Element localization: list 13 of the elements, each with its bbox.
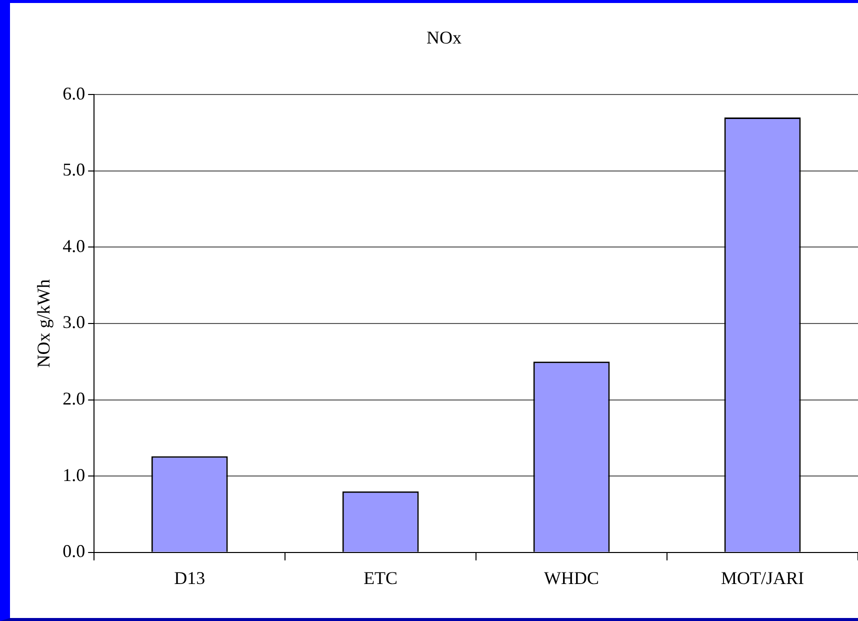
x-tick-label: MOT/JARI [721,568,804,588]
y-axis-title: NOx g/kWh [34,279,54,368]
x-tick-label: ETC [364,568,398,588]
y-tick-label: 5.0 [62,160,86,180]
x-tick-label: WHDC [544,568,600,588]
y-tick-label: 6.0 [62,83,86,104]
y-tick-label: 3.0 [62,312,86,332]
y-tick-label: 4.0 [62,236,86,256]
y-tick-label: 1.0 [62,464,86,485]
x-tick-label: D13 [174,568,206,588]
y-tick-label: 2.0 [62,388,86,409]
y-tick-label: 0.0 [62,541,86,562]
chart-title: NOx [426,28,462,48]
